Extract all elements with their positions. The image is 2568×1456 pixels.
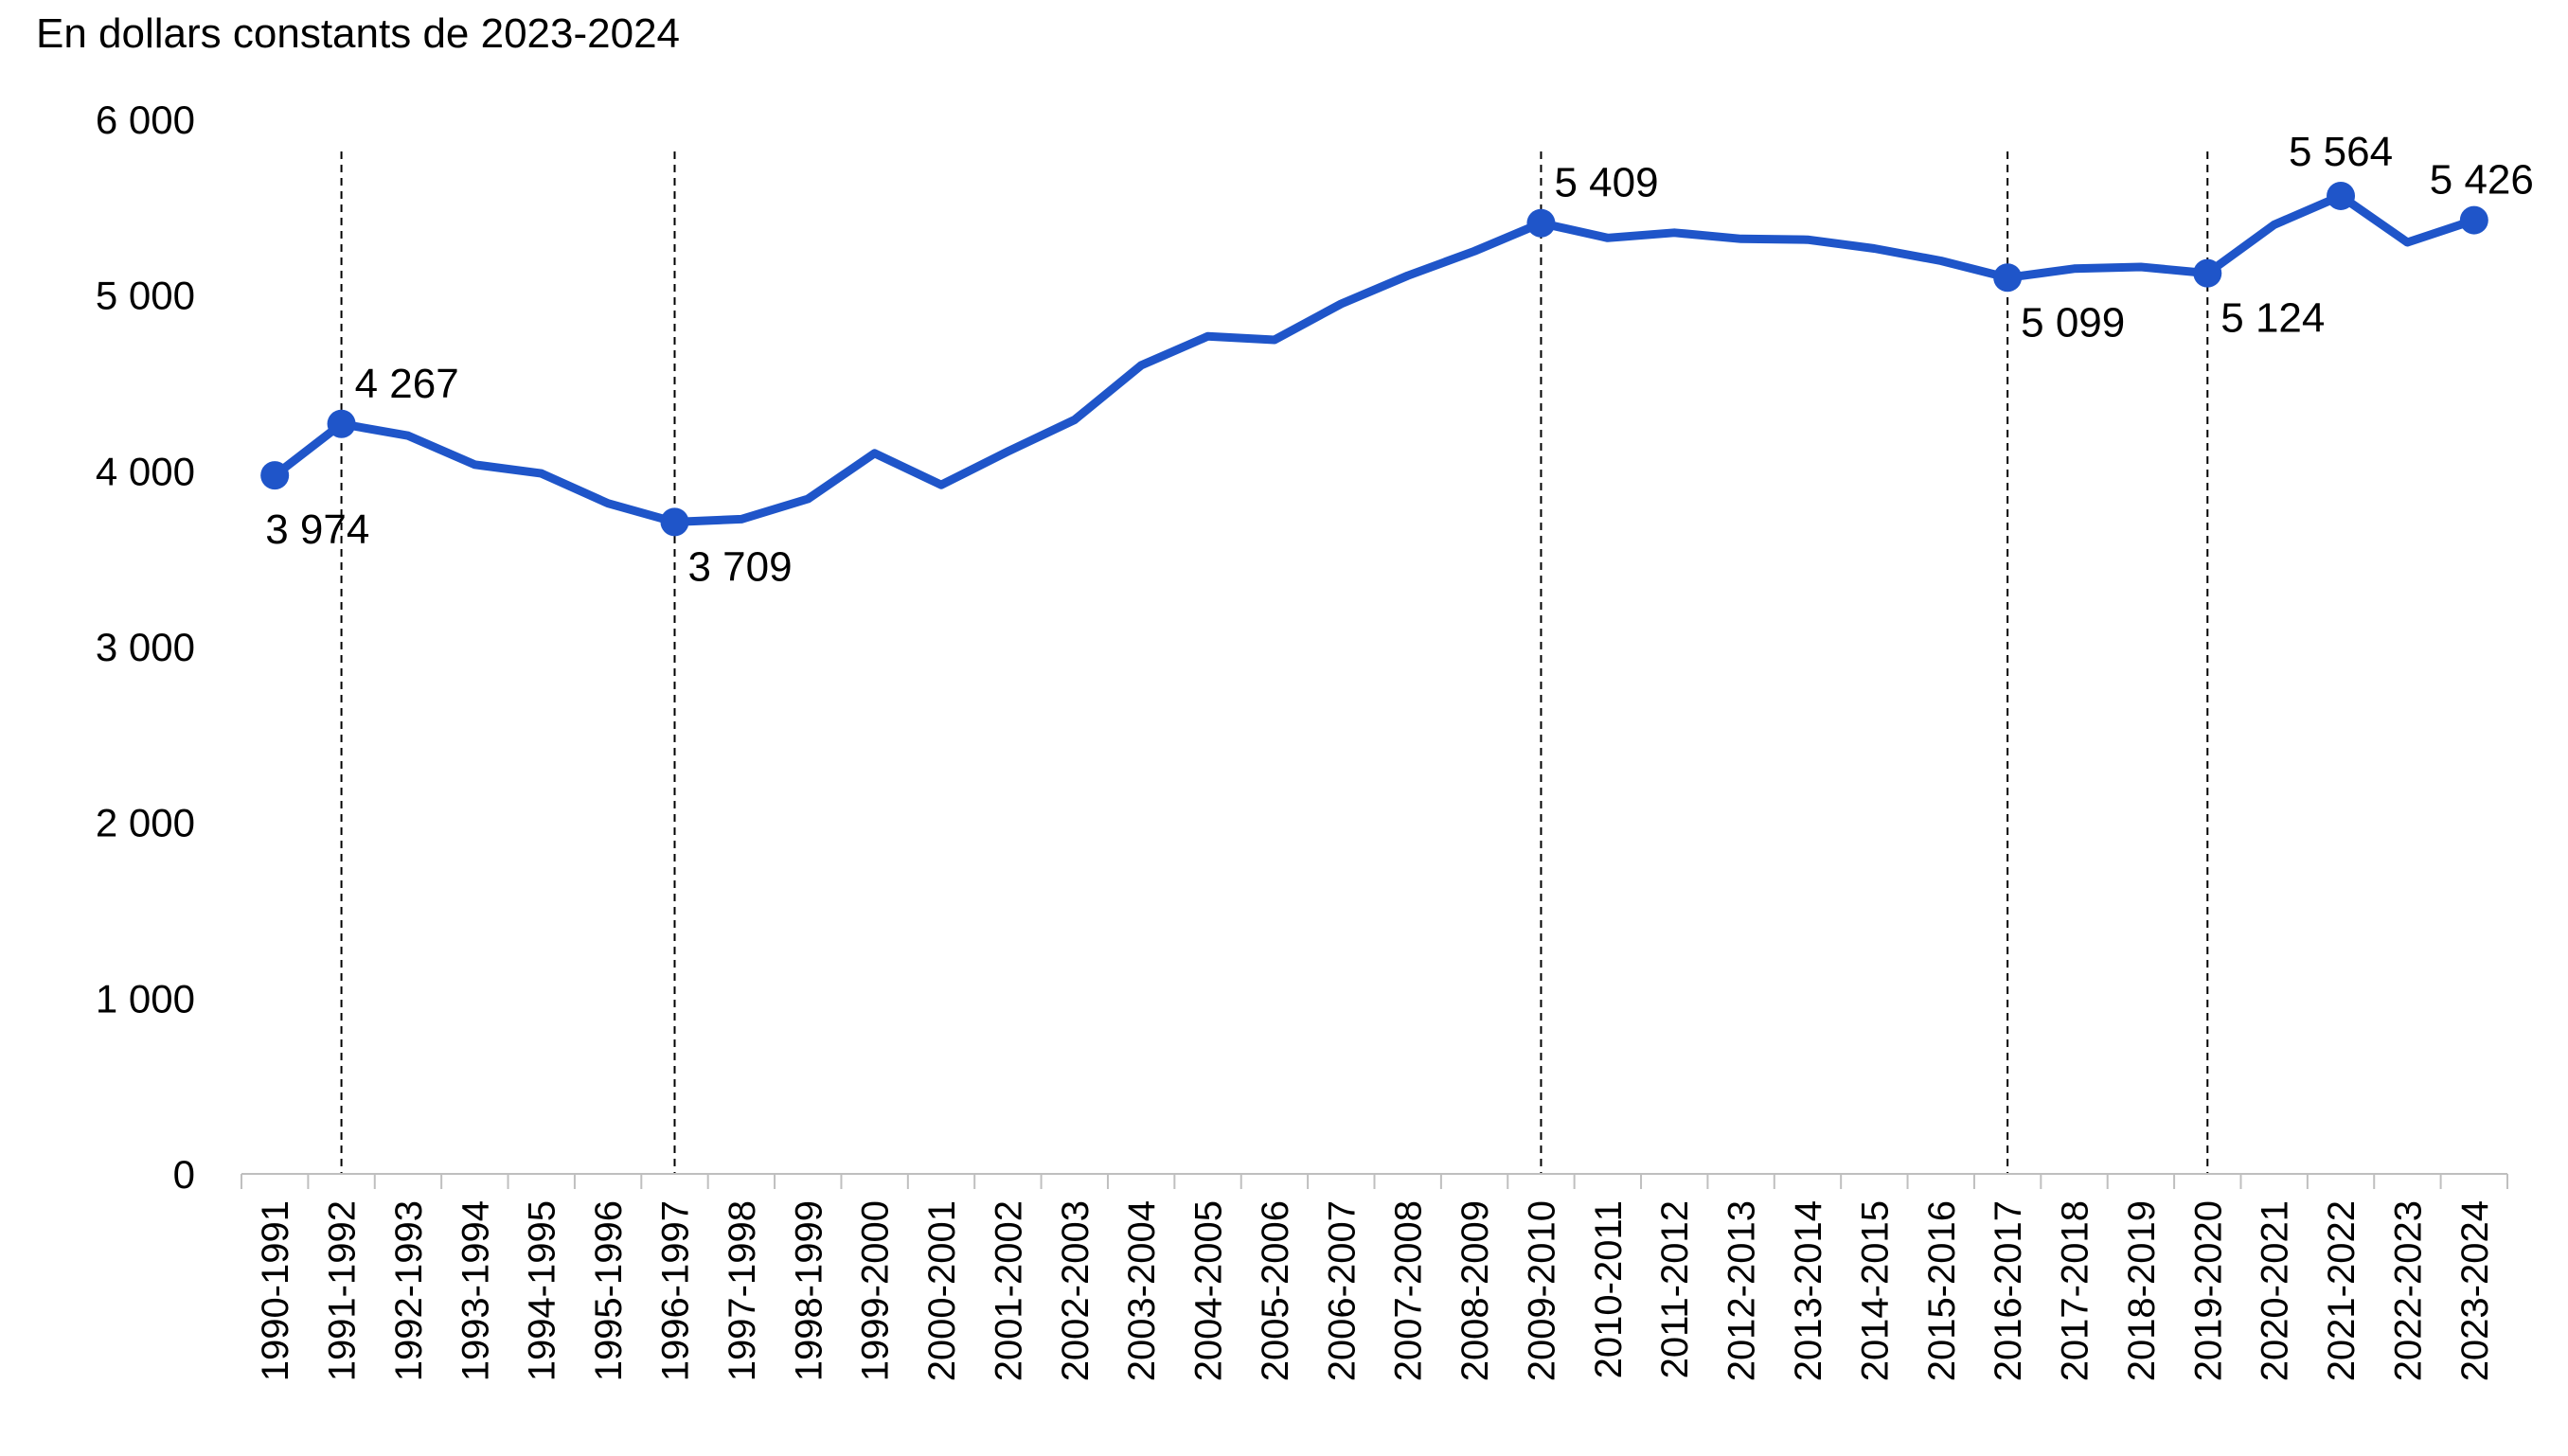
y-tick-label: 6 000	[96, 98, 195, 142]
x-tick-label: 1992-1993	[388, 1200, 430, 1381]
x-tick-label: 2010-2011	[1588, 1200, 1630, 1378]
data-label: 3 709	[687, 543, 792, 590]
y-tick-label: 1 000	[96, 976, 195, 1021]
data-label: 5 099	[2021, 299, 2125, 346]
x-tick-label: 2016-2017	[1988, 1200, 2029, 1381]
series-line	[270, 191, 2479, 526]
data-point-marker	[2193, 258, 2222, 288]
data-label: 4 267	[355, 361, 459, 407]
x-tick-label: 2004-2005	[1188, 1200, 1230, 1381]
x-tick-label: 2005-2006	[1255, 1200, 1296, 1381]
data-point-marker	[660, 507, 689, 537]
data-point-marker	[1993, 263, 2023, 293]
y-tick-label: 5 000	[96, 274, 195, 318]
y-axis-ticks: 0 1 000 2 000 3 000 4 000 5 000 6 000	[96, 98, 195, 1197]
data-label: 5 564	[2289, 129, 2393, 175]
x-tick-label: 2006-2007	[1321, 1200, 1363, 1381]
x-tick-label: 2002-2003	[1055, 1200, 1097, 1381]
x-tick-label: 2001-2002	[988, 1200, 1029, 1381]
x-axis	[241, 1173, 2508, 1189]
x-tick-label: 2022-2023	[2387, 1200, 2429, 1381]
x-tick-label: 1994-1995	[522, 1200, 563, 1381]
data-label: 3 974	[265, 506, 369, 553]
x-tick-label: 2009-2010	[1521, 1200, 1562, 1381]
x-tick-label: 1993-1994	[455, 1200, 496, 1381]
x-tick-label: 1999-2000	[855, 1200, 897, 1381]
x-tick-label: 1991-1992	[322, 1200, 364, 1381]
x-tick-label: 2011-2012	[1654, 1200, 1696, 1378]
x-tick-label: 2023-2024	[2454, 1200, 2496, 1381]
data-label: 5 426	[2430, 157, 2534, 204]
data-labels: 3 974 4 267 3 709 5 409 5 099 5 124 5 564 5 426	[265, 129, 2534, 590]
x-tick-label: 1998-1999	[788, 1200, 829, 1381]
x-tick-label: 2020-2021	[2255, 1200, 2296, 1381]
data-point-marker	[1526, 208, 1556, 238]
x-tick-label: 1990-1991	[255, 1200, 296, 1381]
x-tick-label: 1995-1996	[588, 1200, 630, 1381]
data-label: 5 409	[1554, 160, 1658, 206]
x-tick-label: 2018-2019	[2121, 1200, 2163, 1381]
data-point-marker	[327, 409, 356, 438]
x-tick-label: 1996-1997	[654, 1200, 696, 1381]
x-tick-label: 2003-2004	[1121, 1200, 1163, 1381]
reference-lines	[340, 151, 2209, 1174]
x-tick-label: 1997-1998	[722, 1200, 763, 1381]
data-label: 5 124	[2220, 295, 2325, 342]
x-tick-label: 2015-2016	[1921, 1200, 1963, 1381]
series-group	[270, 191, 2479, 526]
data-point-marker	[2327, 181, 2356, 210]
x-tick-label: 2017-2018	[2055, 1200, 2096, 1381]
y-tick-label: 3 000	[96, 625, 195, 669]
y-axis-label: En dollars constants de 2023-2024	[36, 10, 680, 57]
x-tick-label: 2007-2008	[1388, 1200, 1430, 1381]
x-tick-label: 2021-2022	[2321, 1200, 2363, 1381]
x-tick-label: 2014-2015	[1854, 1200, 1896, 1381]
x-tick-label: 2008-2009	[1454, 1200, 1496, 1381]
x-tick-label: 2019-2020	[2187, 1200, 2229, 1381]
highlight-markers	[260, 181, 2488, 537]
x-tick-label: 2000-2001	[921, 1200, 963, 1381]
x-axis-ticks: 1990-1991 1991-1992 1992-1993 1993-1994 1994…	[255, 1200, 2496, 1381]
x-tick-label: 2012-2013	[1721, 1200, 1763, 1381]
data-point-marker	[2459, 205, 2488, 235]
data-point-marker	[260, 461, 290, 490]
y-tick-label: 4 000	[96, 449, 195, 493]
y-tick-label: 2 000	[96, 801, 195, 845]
y-tick-label: 0	[173, 1152, 195, 1197]
x-tick-label: 2013-2014	[1788, 1200, 1829, 1381]
